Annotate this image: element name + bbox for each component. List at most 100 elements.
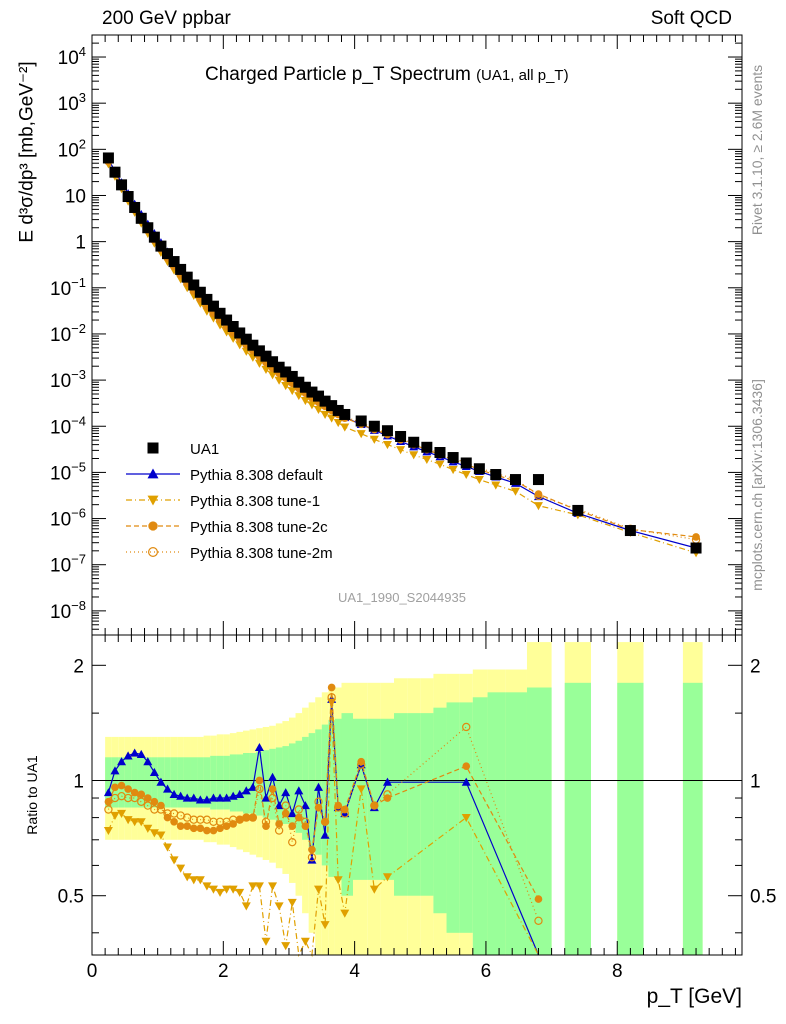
ratio-point [235, 789, 245, 798]
ratio-point [382, 873, 392, 882]
ratio-point [334, 801, 343, 810]
y-tick-label: 10−4 [50, 413, 86, 438]
ratio-point [327, 683, 336, 692]
ratio-point [222, 885, 232, 894]
ratio-point [287, 808, 297, 818]
data-point [461, 470, 471, 480]
data-point [491, 481, 501, 490]
ratio-point [196, 824, 205, 833]
y-tick-label: 10−2 [50, 321, 86, 346]
ratio-point [149, 829, 159, 838]
data-point [273, 361, 285, 373]
data-point [109, 166, 121, 178]
band-inner [197, 757, 204, 808]
band-inner [407, 713, 421, 896]
ratio-point [301, 817, 310, 827]
data-point [340, 423, 350, 432]
data-point [509, 474, 521, 486]
ratio-point [333, 876, 343, 885]
x-tick-label: 6 [481, 961, 492, 982]
ratio-point [462, 722, 471, 732]
ratio-point [208, 885, 218, 894]
chart-title-text: Charged Particle p_T Spectrum [205, 64, 471, 85]
ratio-point [130, 818, 140, 827]
data-point [234, 327, 246, 339]
data-point [102, 152, 114, 164]
band-inner [243, 753, 250, 814]
ratio-series-pythia-8-308-tune-1 [103, 698, 540, 958]
data-point [510, 487, 520, 496]
legend-item: Pythia 8.308 tune-2c [126, 519, 328, 536]
ratio-point [235, 888, 245, 897]
ratio-series-pythia-8-308-default [103, 694, 540, 956]
ratio-point [202, 882, 212, 891]
band-inner [124, 757, 132, 808]
ratio-point [248, 882, 258, 891]
data-point [448, 466, 458, 475]
band-inner [269, 748, 276, 820]
ratio-point [461, 813, 471, 823]
band-inner [682, 682, 703, 955]
data-point [122, 191, 134, 203]
data-point [532, 474, 544, 486]
band-inner [328, 719, 335, 877]
ratio-point [156, 805, 166, 814]
data-point [194, 286, 206, 298]
legend-item: Pythia 8.308 default [126, 467, 323, 484]
axis-ticks: 10−810−710−610−510−410−310−210−111010210… [50, 34, 776, 982]
ratio-y-tick-label: 0.5 [58, 887, 84, 908]
ratio-y-tick-label: 1 [73, 772, 84, 793]
ratio-point [149, 767, 159, 777]
ratio-point [137, 797, 146, 806]
band-inner [131, 757, 138, 808]
data-point [299, 381, 311, 393]
data-point [129, 201, 141, 213]
ratio-series-pythia-8-308-tune-2m [104, 693, 543, 925]
band-inner [229, 754, 237, 812]
ratio-point [209, 817, 218, 827]
data-point [116, 179, 128, 191]
data-point [287, 387, 297, 396]
data-point [168, 256, 180, 268]
data-point [382, 441, 392, 450]
legend-label: Pythia 8.308 tune-1 [190, 493, 320, 510]
ratio-point [369, 885, 379, 894]
band-inner [308, 733, 316, 848]
ratio-point [248, 813, 258, 822]
ratio-point [203, 826, 211, 835]
data-point [155, 240, 167, 252]
legend-label: Pythia 8.308 default [190, 467, 323, 484]
ratio-point [357, 757, 366, 766]
ratio-point [327, 693, 336, 702]
ratio-point [248, 782, 258, 791]
ratio-point [123, 816, 133, 825]
y-tick-label: 1 [75, 233, 86, 254]
band-inner [487, 692, 506, 955]
x-tick-label: 2 [218, 961, 229, 982]
ratio-point [136, 749, 146, 759]
ratio-point [281, 788, 291, 797]
data-point [409, 451, 419, 460]
data-point [253, 345, 265, 357]
ratio-point [176, 791, 186, 800]
y-tick-label: 10−3 [50, 367, 86, 392]
ratio-point [382, 777, 392, 786]
data-point [533, 502, 543, 511]
data-point [280, 366, 292, 378]
data-point [175, 263, 187, 275]
ratio-plot-marks [103, 683, 543, 958]
data-point [162, 248, 174, 260]
data-point [142, 222, 154, 234]
data-point [326, 400, 338, 412]
data-point [369, 435, 379, 444]
data-point [422, 455, 432, 465]
legend-marker [147, 442, 159, 454]
ratio-point [320, 830, 330, 839]
ratio-point [242, 813, 251, 822]
ratio-point [215, 793, 225, 802]
band-inner [394, 713, 408, 896]
legend-item: Pythia 8.308 tune-2m [126, 545, 333, 562]
header-left: 200 GeV ppbar [102, 8, 231, 29]
ratio-point [143, 794, 152, 802]
ratio-point [123, 793, 133, 803]
